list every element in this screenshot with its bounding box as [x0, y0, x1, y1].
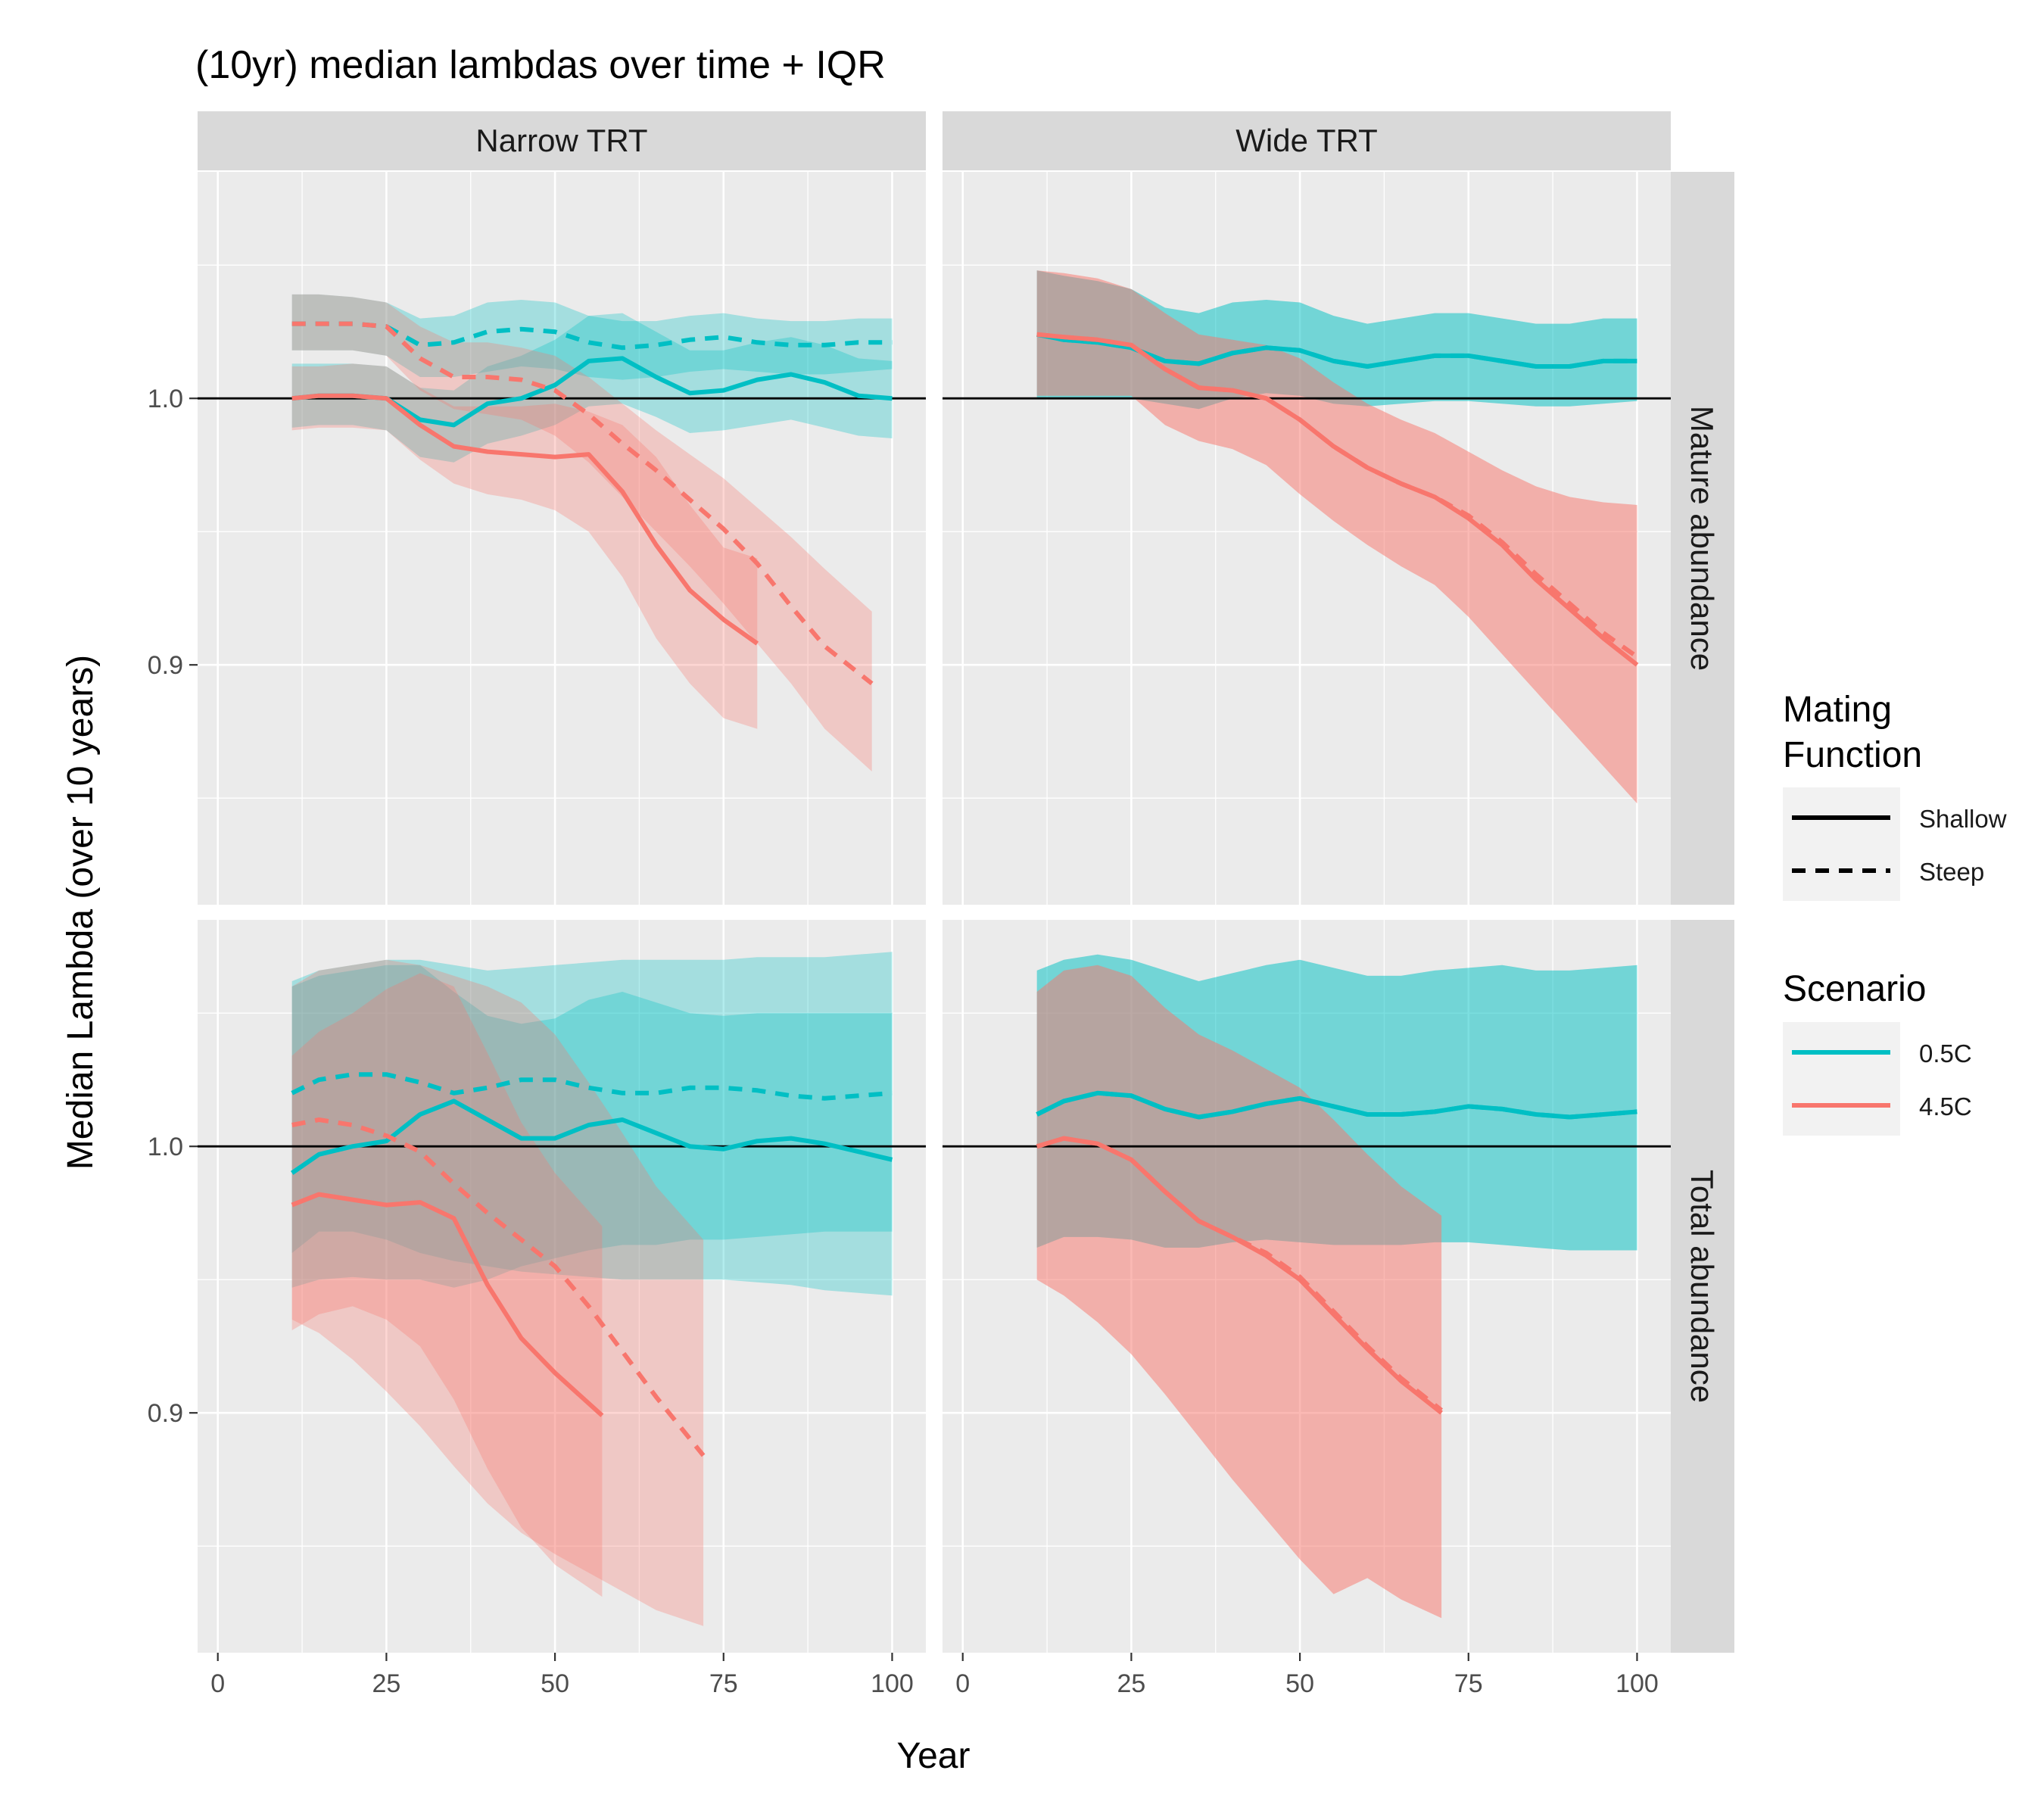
x-tick-label: 50 — [541, 1669, 569, 1698]
panel-background-narrow-trt-total-abundance — [198, 920, 926, 1653]
legend-label-steep: Steep — [1919, 858, 1984, 886]
median-line-0-5c-steep — [291, 1072, 893, 1101]
x-tick-label: 100 — [1616, 1669, 1659, 1698]
panel-background-narrow-trt-mature-abundance — [198, 172, 926, 905]
strip-narrow-trt — [198, 111, 926, 170]
median-line-4-5c-shallow — [291, 1192, 604, 1417]
median-line-0-5c-shallow — [290, 1099, 893, 1175]
y-tick-label: 0.9 — [148, 651, 183, 680]
x-axis-title: Year — [897, 1736, 971, 1776]
x-tick-label: 75 — [1454, 1669, 1483, 1698]
legend-scenario-title: Scenario — [1783, 969, 1926, 1009]
panel-narrow-mature — [198, 172, 926, 905]
legend-mating-title-line-1: Mating — [1783, 690, 1892, 730]
strip-mature-abundance — [1671, 172, 1734, 905]
legend-mating-keys-bg — [1783, 787, 1900, 901]
y-axis-title: Median Lambda (over 10 years) — [61, 655, 101, 1170]
y-axis-top: 0.9 1.0 — [148, 385, 198, 680]
x-tick-label: 50 — [1285, 1669, 1314, 1698]
iqr-ribbon-0-5c-shallow — [1036, 954, 1637, 1251]
x-axis-left: 0 25 50 75 100 — [210, 1653, 914, 1698]
iqr-ribbon-4-5c-shallow — [1036, 965, 1442, 1619]
strip-total-abundance-label: Total abundance — [1684, 1170, 1720, 1403]
iqr-ribbon-4-5c-steep — [1036, 965, 1442, 1619]
x-tick-label: 25 — [1117, 1669, 1145, 1698]
x-tick-label: 0 — [955, 1669, 970, 1698]
panel-background-wide-trt-mature-abundance — [943, 172, 1671, 905]
iqr-ribbon-4-5c-steep — [291, 959, 704, 1626]
legend-label-0-5c: 0.5C — [1919, 1039, 1972, 1067]
strip-narrow-trt-label: Narrow TRT — [475, 123, 647, 158]
median-line-4-5c-steep — [1036, 332, 1639, 659]
legend-label-shallow: Shallow — [1919, 805, 2007, 833]
panel-wide-mature — [943, 172, 1671, 905]
legend-scenario-keys-bg — [1783, 1022, 1900, 1136]
y-tick-label: 1.0 — [148, 385, 183, 413]
panel-narrow-total — [198, 920, 926, 1653]
strip-total-abundance — [1671, 920, 1734, 1653]
strip-wide-trt — [943, 111, 1671, 170]
strip-wide-trt-label: Wide TRT — [1235, 123, 1377, 158]
legend-mating-function: Mating Function Shallow Steep — [1783, 690, 2007, 901]
iqr-ribbon-4-5c-steep — [291, 294, 872, 771]
median-line-0-5c-steep — [1036, 1090, 1637, 1120]
legend-label-4-5c: 4.5C — [1919, 1092, 1972, 1120]
median-line-4-5c-shallow — [291, 393, 759, 646]
legend-mating-title-line-2: Function — [1783, 735, 1922, 775]
iqr-ribbon-0-5c-steep — [291, 294, 893, 380]
y-tick-label: 1.0 — [148, 1133, 183, 1161]
x-tick-label: 0 — [210, 1669, 225, 1698]
strip-mature-abundance-label: Mature abundance — [1684, 406, 1720, 671]
x-axis-right: 0 25 50 75 100 — [955, 1653, 1659, 1698]
chart-title: (10yr) median lambdas over time + IQR — [195, 43, 886, 87]
iqr-ribbon-0-5c-steep — [1036, 954, 1637, 1251]
legend-mating-title: Mating Function — [1783, 690, 1922, 775]
x-tick-label: 100 — [871, 1669, 914, 1698]
iqr-ribbon-4-5c-shallow — [1036, 270, 1637, 804]
y-tick-label: 0.9 — [148, 1399, 183, 1428]
median-line-4-5c-steep — [1036, 1136, 1443, 1413]
x-tick-label: 75 — [709, 1669, 738, 1698]
iqr-ribbon-4-5c-shallow — [291, 363, 758, 729]
iqr-ribbon-0-5c-steep — [1036, 270, 1637, 410]
iqr-ribbon-4-5c-steep — [1036, 270, 1637, 804]
legend-scenario: Scenario 0.5C 4.5C — [1783, 969, 1972, 1136]
panel-wide-total — [943, 920, 1671, 1653]
iqr-ribbon-0-5c-shallow — [1036, 270, 1637, 410]
y-axis-bottom: 0.9 1.0 — [148, 1133, 198, 1428]
x-tick-label: 25 — [372, 1669, 400, 1698]
